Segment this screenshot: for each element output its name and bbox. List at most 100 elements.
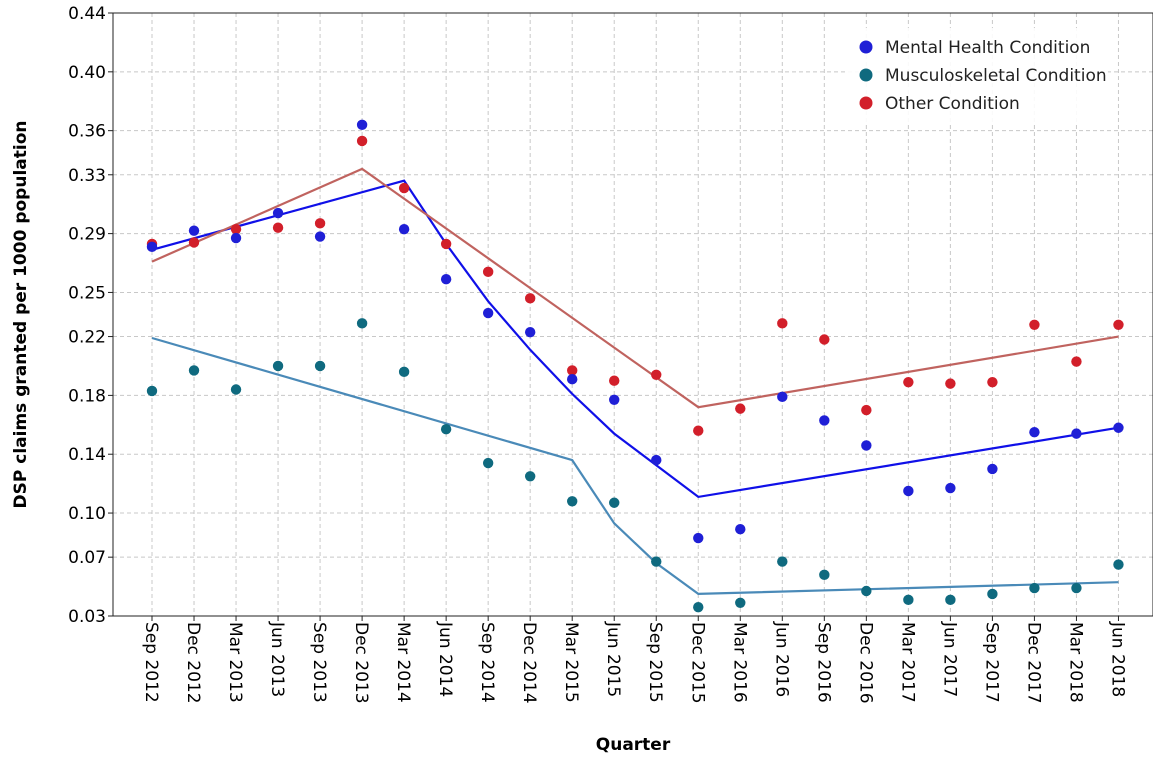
data-point <box>440 274 452 285</box>
trend-line <box>151 167 1119 409</box>
data-point <box>1029 582 1040 594</box>
x-axis-ticks: Sep 2012 Dec 2012 Mar 2013 Jun 2013 Sep 2013… <box>141 616 1127 704</box>
data-point <box>524 326 536 338</box>
y-tick-label: 0.29 <box>68 225 106 245</box>
data-point <box>609 497 620 508</box>
data-point <box>146 385 158 397</box>
x-tick-label: Jun 2013 <box>267 621 287 697</box>
data-point <box>1071 582 1082 594</box>
data-point <box>609 394 620 406</box>
legend-label: Musculoskeletal Condition <box>885 66 1107 86</box>
y-tick-label: 0.25 <box>68 283 106 303</box>
trend-line <box>151 179 1119 499</box>
data-point <box>440 238 452 250</box>
data-point <box>482 266 494 278</box>
data-point <box>356 119 368 130</box>
x-axis-title: Quarter <box>596 735 671 755</box>
x-tick-label: Mar 2016 <box>729 622 749 703</box>
x-tick-label: Jun 2017 <box>939 621 959 697</box>
data-point <box>945 378 956 389</box>
data-point <box>693 532 704 544</box>
data-point <box>272 207 284 219</box>
data-point <box>482 307 494 319</box>
data-point <box>903 485 914 497</box>
y-tick-label: 0.36 <box>68 122 106 142</box>
x-tick-label: Mar 2017 <box>897 622 917 703</box>
trend-lines <box>151 167 1119 596</box>
legend-label: Other Condition <box>885 94 1020 114</box>
y-tick-label: 0.10 <box>68 504 106 524</box>
data-point <box>398 366 410 378</box>
data-point <box>440 424 452 435</box>
x-tick-label: Sep 2013 <box>309 622 329 703</box>
data-point <box>987 463 998 475</box>
data-point <box>1029 319 1040 330</box>
data-point <box>777 391 788 403</box>
data-point <box>398 223 410 235</box>
y-axis-ticks: 0.03 0.07 0.10 0.14 0.18 0.22 0.25 0.29 0.33 0.36… <box>68 4 113 627</box>
data-point <box>524 293 536 304</box>
data-point <box>146 241 158 253</box>
data-point <box>356 318 368 329</box>
data-point <box>777 318 788 329</box>
x-tick-label: Mar 2018 <box>1065 622 1085 703</box>
x-tick-label: Sep 2012 <box>141 622 161 703</box>
data-point <box>861 440 872 451</box>
data-point <box>693 425 704 436</box>
data-point <box>861 585 872 597</box>
data-point <box>819 415 830 426</box>
legend-marker <box>859 40 873 54</box>
data-point <box>230 232 242 244</box>
x-tick-label: Sep 2014 <box>477 622 497 703</box>
y-tick-label: 0.03 <box>68 607 106 627</box>
x-tick-label: Dec 2013 <box>351 622 371 704</box>
data-point <box>230 223 242 235</box>
data-point <box>987 376 998 388</box>
data-point <box>1071 428 1082 439</box>
data-point <box>945 482 956 494</box>
x-tick-label: Jun 2016 <box>771 621 791 697</box>
data-point <box>188 365 200 376</box>
data-point <box>356 135 368 147</box>
data-point <box>735 403 746 414</box>
data-point <box>567 374 578 385</box>
data-point <box>693 601 704 613</box>
data-point <box>903 594 914 606</box>
data-point <box>1113 319 1124 330</box>
data-point <box>188 237 200 248</box>
trend-line <box>151 336 1119 596</box>
data-point <box>735 524 746 535</box>
data-point <box>651 556 662 567</box>
x-tick-label: Mar 2015 <box>561 622 581 703</box>
legend-box <box>846 28 1108 124</box>
data-point <box>1029 426 1040 438</box>
x-tick-label: Sep 2015 <box>645 622 665 703</box>
y-tick-label: 0.07 <box>68 548 106 568</box>
data-point <box>188 225 200 236</box>
x-tick-label: Mar 2014 <box>393 622 413 703</box>
data-point <box>609 375 620 386</box>
y-tick-label: 0.14 <box>68 445 106 465</box>
data-point <box>398 182 410 194</box>
y-tick-label: 0.22 <box>68 328 106 348</box>
data-point <box>1113 422 1124 433</box>
x-tick-label: Dec 2015 <box>687 622 707 704</box>
legend: Mental Health Condition Musculoskeletal C… <box>846 28 1108 124</box>
data-point <box>819 569 830 581</box>
y-tick-label: 0.18 <box>68 386 106 406</box>
data-point <box>945 594 956 606</box>
data-point <box>272 360 284 372</box>
data-point <box>314 218 326 229</box>
data-point <box>651 369 662 380</box>
legend-marker <box>859 96 873 110</box>
x-tick-label: Dec 2012 <box>183 622 203 704</box>
x-tick-label: Dec 2014 <box>519 622 539 704</box>
x-tick-label: Jun 2018 <box>1107 621 1127 697</box>
data-point <box>567 496 578 507</box>
data-point <box>903 376 914 388</box>
y-tick-label: 0.44 <box>68 4 106 24</box>
y-tick-label: 0.33 <box>68 166 106 186</box>
data-point <box>987 588 998 600</box>
x-tick-label: Mar 2013 <box>225 622 245 703</box>
